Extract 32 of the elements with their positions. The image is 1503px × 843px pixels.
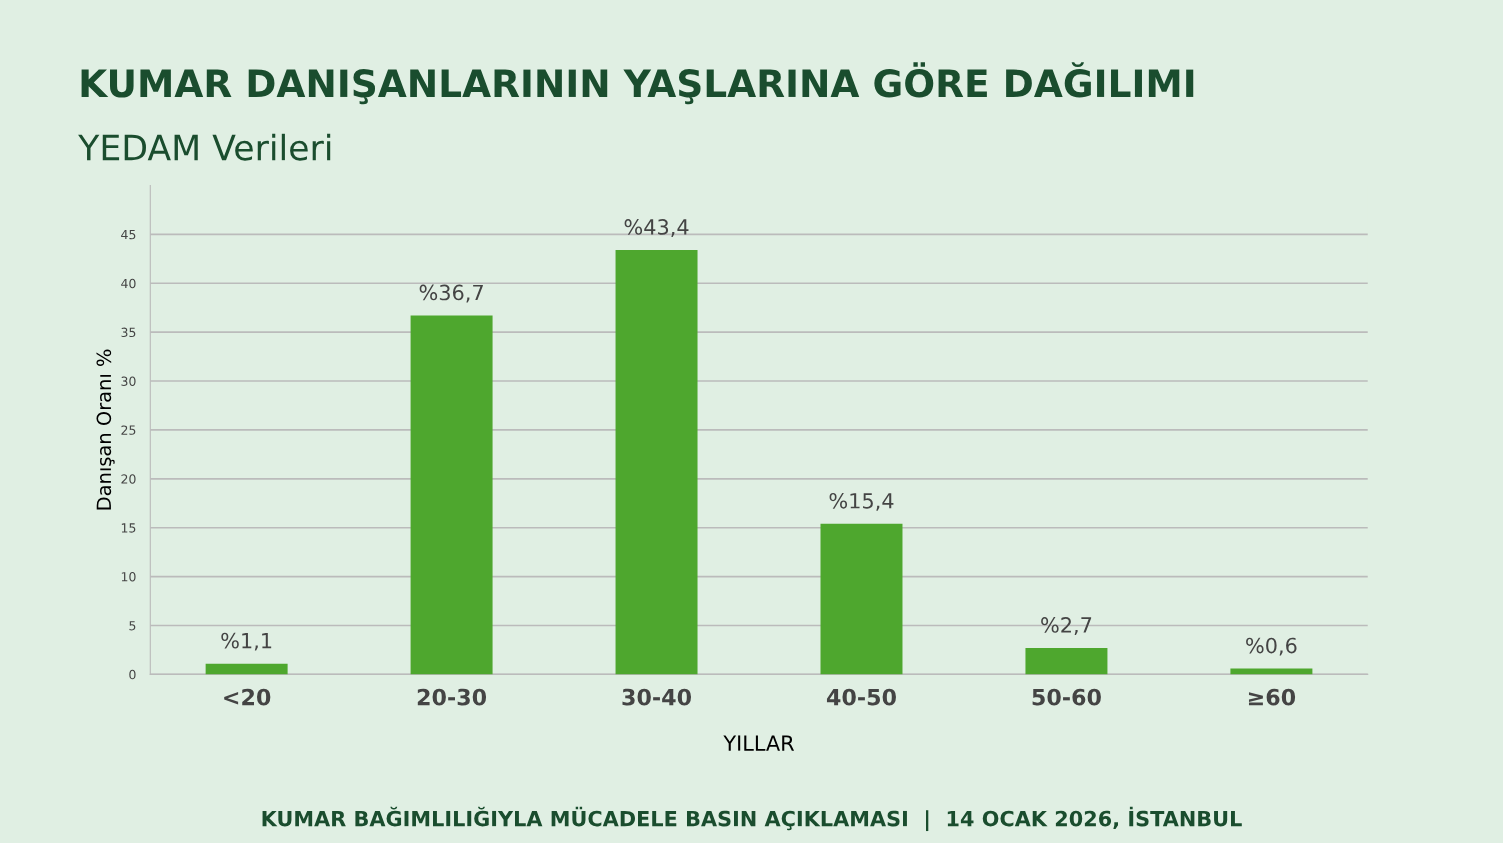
y-tick-label: 5 [129,621,136,631]
data-label: %36,7 [419,284,483,303]
y-tick-label: 30 [121,376,136,386]
data-label: %1,1 [221,632,272,651]
y-tick-label: 0 [129,669,136,680]
x-tick-label: 40-50 [826,688,896,706]
bar [1025,648,1108,675]
data-label: %0,6 [1246,637,1297,656]
text: KUMAR BAĞIMLILIĞIYLA MÜCADELE BASIN AÇIKLAMASI | 14 OCAK 2026, İSTANBUL [262,806,1242,832]
y-tick-label: 45 [121,229,136,240]
x-tick-label: 30-40 [622,688,692,706]
x-tick-label: 20-30 [417,688,487,706]
data-label: %43,4 [624,219,689,237]
y-tick-label: 10 [121,572,136,582]
y-axis-title: Danışan Oranı % [96,349,115,510]
bar [820,523,903,675]
x-tick-label: 50-60 [1032,688,1101,706]
y-tick-label: 25 [121,425,136,435]
bar [205,663,288,675]
bar [410,315,493,675]
x-tick-label: ≥60 [1248,688,1296,706]
chart-subtitle: YEDAM Verileri [78,133,331,161]
x-axis-title: YILLAR [723,735,795,751]
chart-title: KUMAR DANIŞANLARININ YAŞLARINA GÖRE DAĞILIMI [81,62,1194,105]
y-tick-label: 40 [121,278,136,289]
bar [615,250,698,675]
y-tick-label: 15 [121,523,136,533]
data-label: %15,4 [829,492,894,511]
data-label: %2,7 [1041,617,1092,635]
y-tick-label: 35 [121,327,136,338]
y-tick-label: 20 [121,474,136,484]
x-tick-label: <20 [224,688,271,706]
